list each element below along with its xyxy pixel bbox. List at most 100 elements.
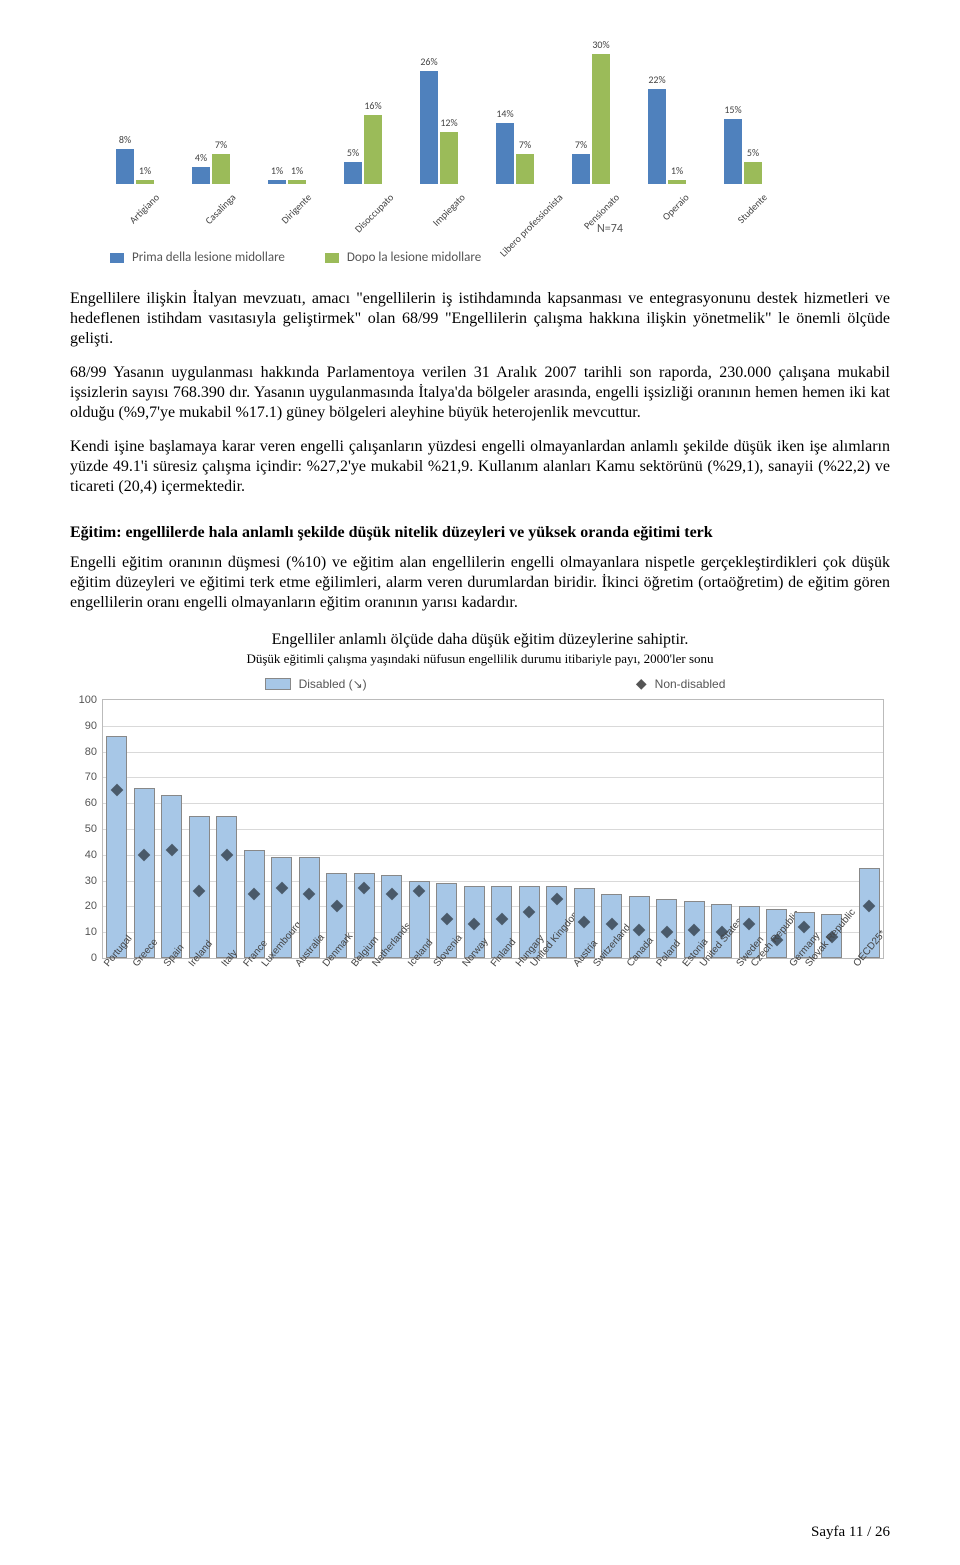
- chart1-bar: 16%: [364, 115, 382, 184]
- chart2-column: Denmark: [323, 700, 351, 958]
- chart2-column: Spain: [158, 700, 186, 958]
- chart1-bar-label: 30%: [592, 38, 609, 51]
- chart2-column: Greece: [131, 700, 159, 958]
- chart2-ylabel: 10: [85, 926, 97, 938]
- chart2-bar: [106, 736, 127, 958]
- chart1-bar-label: 5%: [747, 146, 759, 159]
- chart1-bar: 1%: [668, 180, 686, 184]
- chart2-ylabel: 0: [91, 952, 97, 964]
- chart2-column: Iceland: [406, 700, 434, 958]
- chart2-column: United States: [708, 700, 736, 958]
- chart1-bar: 7%: [516, 154, 534, 184]
- chart1-bar: 1%: [268, 180, 286, 184]
- chart2-column: Finland: [488, 700, 516, 958]
- chart2-ylabel: 20: [85, 900, 97, 912]
- chart1-bar: 8%: [116, 149, 134, 184]
- chart1-bar-label: 22%: [648, 73, 665, 86]
- paragraph-3: Kendi işine başlamaya karar veren engell…: [70, 437, 890, 497]
- chart1-bar-label: 1%: [271, 164, 283, 177]
- chart1-category-label: Artigiano: [126, 188, 164, 226]
- chart2-column: Ireland: [186, 700, 214, 958]
- paragraph-4: Engelli eğitim oranının düşmesi (%10) ve…: [70, 553, 890, 613]
- chart1-bar: 7%: [212, 154, 230, 184]
- chart2-column: United Kingdom: [543, 700, 571, 958]
- chart1-category-label: Impiegato: [430, 188, 471, 229]
- chart2-ylabel: 80: [85, 746, 97, 758]
- chart1-bar-label: 7%: [575, 138, 587, 151]
- chart1-bar-label: 26%: [420, 55, 437, 68]
- chart1-bar-label: 1%: [291, 164, 303, 177]
- chart1-category-label: Casalinga: [202, 188, 241, 227]
- chart1-bar-label: 7%: [215, 138, 227, 151]
- chart2-column: Austria: [571, 700, 599, 958]
- chart2-bar: [161, 795, 182, 958]
- chart1-bar-label: 8%: [119, 133, 131, 146]
- chart2-column: Australia: [296, 700, 324, 958]
- chart2-column: Portugal: [103, 700, 131, 958]
- chart2-column: Luxembourg: [268, 700, 296, 958]
- chart2-caption-sub: Düşük eğitimli çalışma yaşındaki nüfusun…: [70, 651, 890, 667]
- chart2-column: Hungary: [516, 700, 544, 958]
- chart2-column: OECD25*: [856, 700, 884, 958]
- page-number: Sayfa 11 / 26: [811, 1524, 890, 1541]
- chart2-column: Italy: [213, 700, 241, 958]
- section-heading-education: Eğitim: engellilerde hala anlamlı şekild…: [70, 523, 890, 543]
- paragraph-2: 68/99 Yasanın uygulanması hakkında Parla…: [70, 363, 890, 423]
- chart2-bar: [134, 788, 155, 958]
- chart2-column: Switzerland: [598, 700, 626, 958]
- chart1-bar: 14%: [496, 123, 514, 184]
- chart2-ylabel: 50: [85, 823, 97, 835]
- chart1-bar: 22%: [648, 89, 666, 184]
- chart1-bar: 26%: [420, 71, 438, 184]
- chart2-column: Estonia: [681, 700, 709, 958]
- chart1-bar: 15%: [724, 119, 742, 184]
- chart2-bar: [216, 816, 237, 958]
- chart1-bar: 1%: [288, 180, 306, 184]
- chart2-column: Czech Republic: [763, 700, 791, 958]
- chart1-bar-label: 4%: [195, 151, 207, 164]
- chart2-ylabel: 90: [85, 720, 97, 732]
- chart1-bar: 12%: [440, 132, 458, 184]
- chart2-legend: Disabled (↘) ◆Non-disabled: [130, 675, 860, 692]
- chart1-bar: 30%: [592, 54, 610, 184]
- chart1-bar: 7%: [572, 154, 590, 184]
- chart1-bar-label: 15%: [724, 103, 741, 116]
- education-chart: Disabled (↘) ◆Non-disabled 0102030405060…: [60, 675, 900, 1005]
- chart1-bar-label: 1%: [139, 164, 151, 177]
- chart2-column: Netherlands: [378, 700, 406, 958]
- chart2-ylabel: 40: [85, 849, 97, 861]
- chart2-column: Slovak Republic: [818, 700, 846, 958]
- chart2-ylabel: 100: [79, 694, 97, 706]
- chart1-bar: 5%: [744, 162, 762, 184]
- chart1-bar: 1%: [136, 180, 154, 184]
- chart2-column: France: [241, 700, 269, 958]
- chart1-bar-label: 5%: [347, 146, 359, 159]
- chart2-column: Canada: [626, 700, 654, 958]
- chart1-bar-label: 14%: [496, 107, 513, 120]
- legend-label-prima: Prima della lesione midollare: [132, 250, 285, 265]
- chart2-column: Poland: [653, 700, 681, 958]
- chart1-samplesize: N=74: [330, 222, 890, 236]
- legend-disabled: Disabled (↘): [299, 677, 367, 691]
- chart1-category-label: Operaio: [659, 188, 694, 223]
- chart2-column: Belgium: [351, 700, 379, 958]
- chart2-ylabel: 60: [85, 797, 97, 809]
- chart2-ylabel: 70: [85, 771, 97, 783]
- chart1-category-label: Dirigente: [278, 188, 316, 226]
- paragraph-1: Engellilere ilişkin İtalyan mevzuatı, am…: [70, 289, 890, 349]
- chart1-bar: 4%: [192, 167, 210, 184]
- chart1-category-label: Libero professionista: [497, 188, 568, 259]
- chart2-column: Germany: [791, 700, 819, 958]
- chart1-bar: 5%: [344, 162, 362, 184]
- chart2-column: Norway: [461, 700, 489, 958]
- chart1-bar-label: 12%: [440, 116, 457, 129]
- occupation-chart: 8%1%Artigiano4%7%Casalinga1%1%Dirigente5…: [60, 4, 890, 224]
- chart1-category-label: Studente: [735, 188, 773, 226]
- chart2-column: Slovenia: [433, 700, 461, 958]
- legend-label-dopo: Dopo la lesione midollare: [347, 250, 481, 265]
- chart2-column: Sweden: [736, 700, 764, 958]
- chart1-bar-label: 7%: [519, 138, 531, 151]
- chart2-caption-main: Engelliler anlamlı ölçüde daha düşük eği…: [70, 631, 890, 649]
- legend-nondisabled: Non-disabled: [655, 677, 726, 691]
- chart1-bar-label: 16%: [364, 99, 381, 112]
